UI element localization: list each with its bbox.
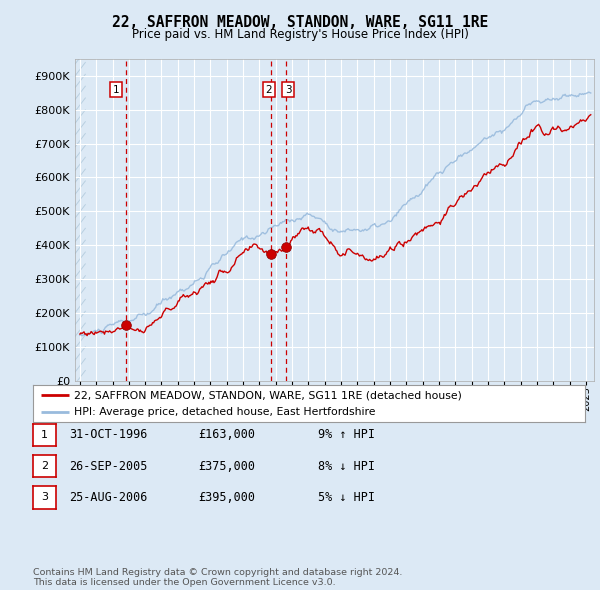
Text: 9% ↑ HPI: 9% ↑ HPI [318, 428, 375, 441]
Text: 26-SEP-2005: 26-SEP-2005 [69, 460, 148, 473]
Text: £163,000: £163,000 [198, 428, 255, 441]
Text: HPI: Average price, detached house, East Hertfordshire: HPI: Average price, detached house, East… [74, 407, 376, 417]
Text: £395,000: £395,000 [198, 491, 255, 504]
Text: 2: 2 [266, 84, 272, 94]
Text: 2: 2 [41, 461, 48, 471]
Text: 3: 3 [285, 84, 292, 94]
Text: Price paid vs. HM Land Registry's House Price Index (HPI): Price paid vs. HM Land Registry's House … [131, 28, 469, 41]
Text: 22, SAFFRON MEADOW, STANDON, WARE, SG11 1RE (detached house): 22, SAFFRON MEADOW, STANDON, WARE, SG11 … [74, 390, 462, 400]
Text: 8% ↓ HPI: 8% ↓ HPI [318, 460, 375, 473]
Text: 1: 1 [41, 430, 48, 440]
Text: 3: 3 [41, 493, 48, 502]
Text: 1: 1 [113, 84, 119, 94]
Text: 22, SAFFRON MEADOW, STANDON, WARE, SG11 1RE: 22, SAFFRON MEADOW, STANDON, WARE, SG11 … [112, 15, 488, 30]
Text: 5% ↓ HPI: 5% ↓ HPI [318, 491, 375, 504]
Text: 25-AUG-2006: 25-AUG-2006 [69, 491, 148, 504]
Text: £375,000: £375,000 [198, 460, 255, 473]
Text: 31-OCT-1996: 31-OCT-1996 [69, 428, 148, 441]
Text: Contains HM Land Registry data © Crown copyright and database right 2024.
This d: Contains HM Land Registry data © Crown c… [33, 568, 403, 587]
